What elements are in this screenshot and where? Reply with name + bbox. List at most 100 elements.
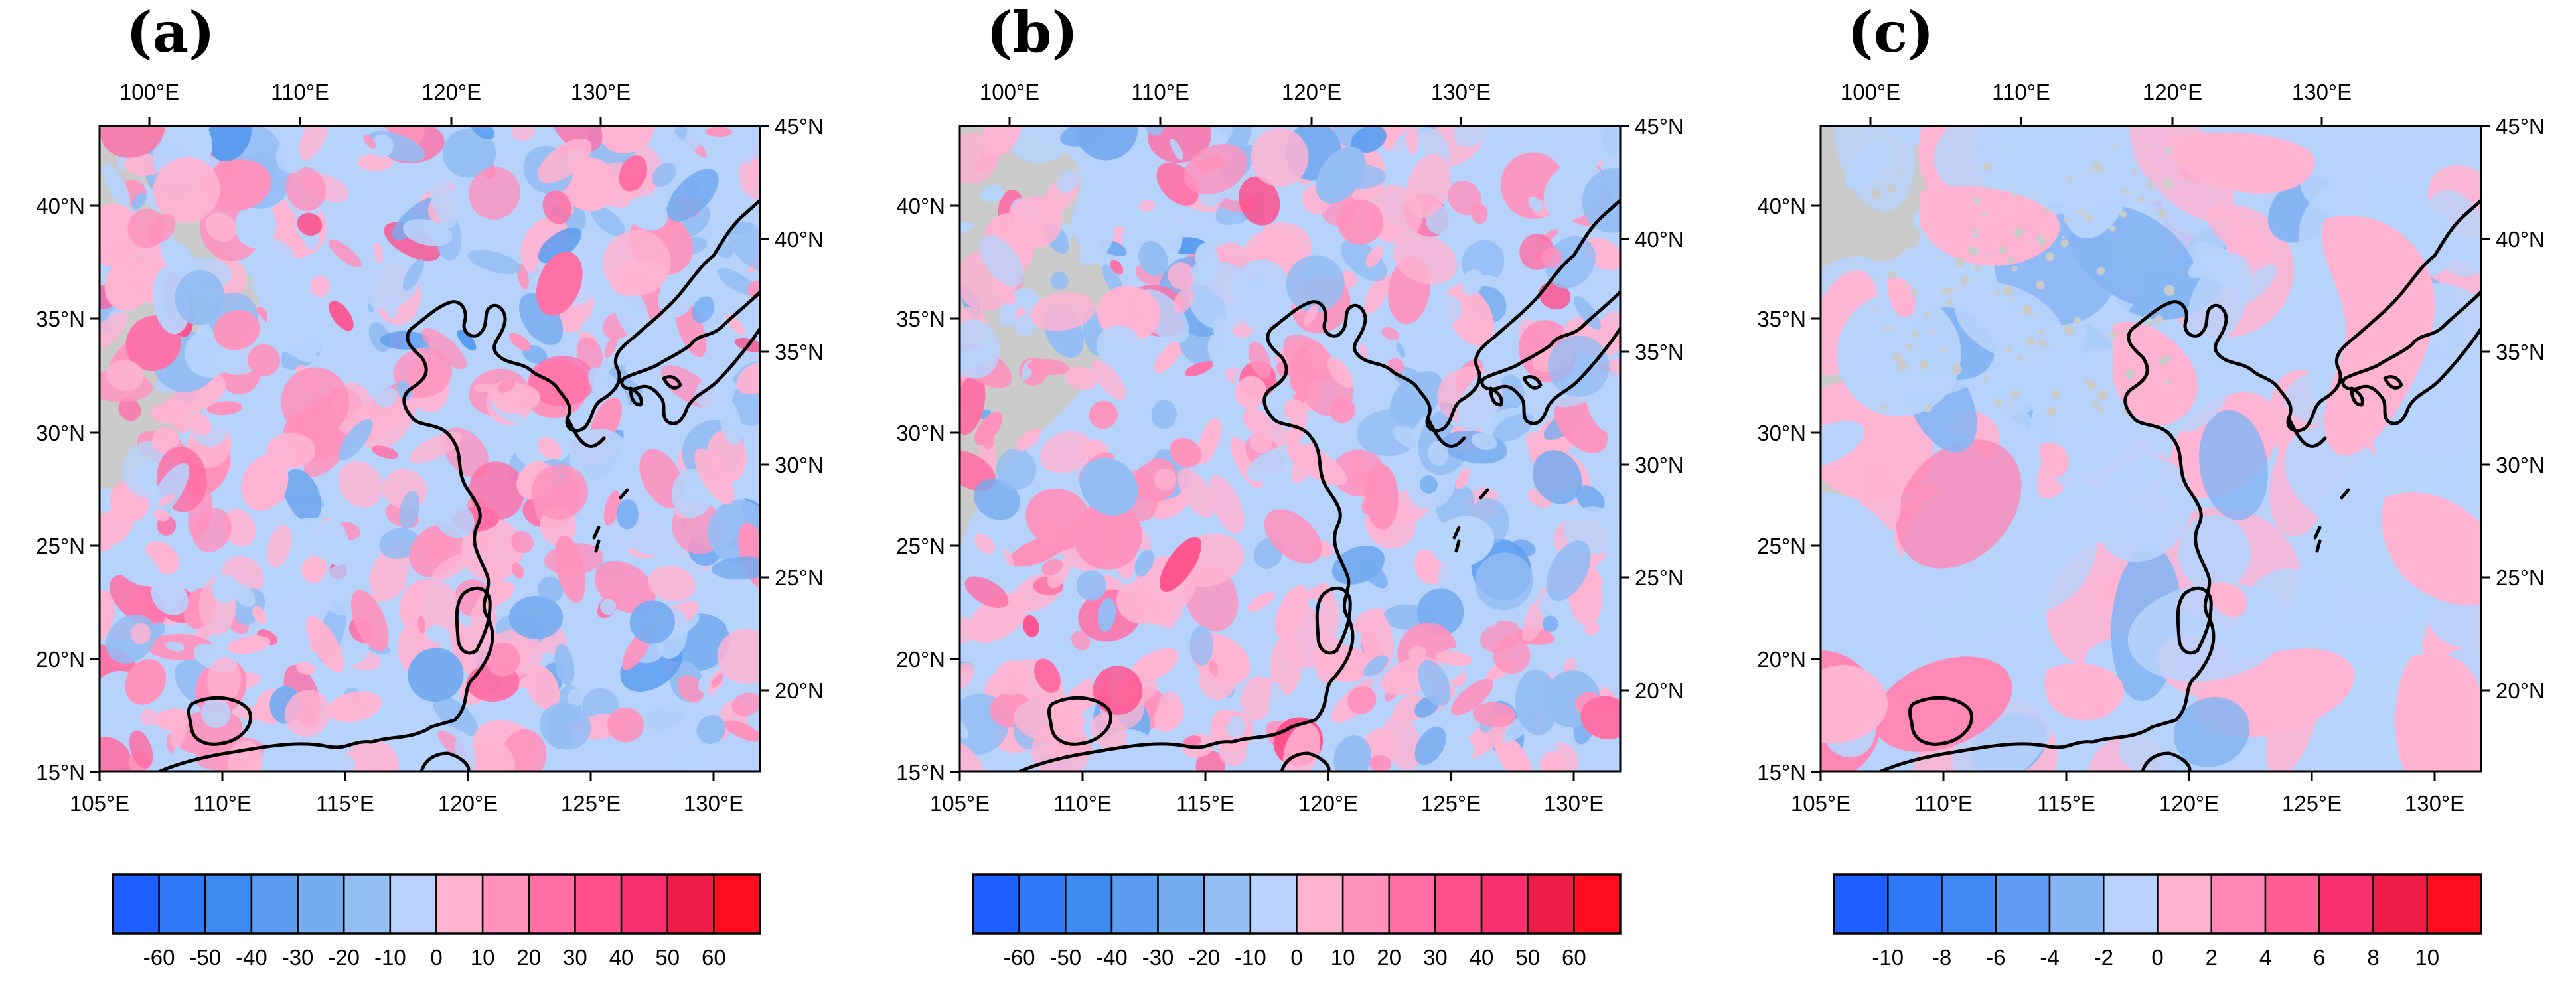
negative-anomaly-cell <box>1608 518 1620 548</box>
negative-anomaly-cell <box>1509 267 1530 288</box>
right-latitude-label: 20°N <box>1635 678 1684 703</box>
no-data-speck <box>2005 346 2012 354</box>
negative-anomaly-cell <box>1821 421 1865 469</box>
positive-anomaly-cell <box>1154 468 1176 491</box>
colorbar-label: 2 <box>2206 945 2218 970</box>
negative-anomaly-cell <box>2181 387 2228 433</box>
positive-anomaly-region <box>2395 652 2481 771</box>
negative-anomaly-cell <box>402 258 425 291</box>
panel-label: (a) <box>126 0 215 65</box>
colorbar-label: 60 <box>1562 945 1586 970</box>
negative-anomaly-cell <box>611 637 630 655</box>
colorbar-swatch <box>1995 873 2051 935</box>
positive-anomaly-cell <box>1211 709 1231 729</box>
left-latitude-label: 15°N <box>896 760 945 785</box>
positive-anomaly-cell <box>400 581 426 623</box>
left-latitude-label: 20°N <box>36 647 85 672</box>
no-data-speck <box>2158 210 2167 218</box>
left-latitude-label: 35°N <box>1757 307 1806 331</box>
positive-anomaly-cell <box>711 674 724 688</box>
no-data-speck <box>2011 193 2017 199</box>
positive-anomaly-cell <box>982 126 1022 157</box>
negative-anomaly-cell <box>1225 475 1237 490</box>
coastline-segment <box>1876 198 2481 771</box>
no-data-speck <box>1973 227 1978 232</box>
positive-anomaly-cell <box>1361 608 1395 670</box>
positive-anomaly-cell <box>1493 733 1533 771</box>
colorbar-swatch <box>342 873 392 935</box>
no-data-speck <box>1920 219 1924 223</box>
positive-anomaly-cell <box>1209 659 1218 677</box>
positive-anomaly-cell <box>1154 340 1182 374</box>
coastline-segment <box>2350 386 2364 407</box>
axis-ticks: 100°E 110°E 120°E 130°E 105°E 110°E 115°E 120°E… <box>1757 80 2544 816</box>
coastline-segment <box>187 696 253 746</box>
positive-anomaly-cell <box>285 167 327 211</box>
colorbar-label: 0 <box>2151 945 2163 970</box>
negative-anomaly-cell <box>151 578 189 616</box>
negative-anomaly-cell <box>435 501 475 538</box>
right-latitude-label: 40°N <box>2496 227 2545 252</box>
left-latitude-label: 20°N <box>896 647 945 672</box>
positive-anomaly-region <box>1887 277 1916 317</box>
negative-anomaly-cell <box>2299 158 2376 217</box>
colorbar-label: 10 <box>471 945 495 970</box>
positive-anomaly-cell <box>350 589 389 652</box>
positive-anomaly-cell <box>1177 467 1215 518</box>
axis-ticks: 100°E 110°E 120°E 130°E 105°E 110°E 115°E 120°E… <box>36 80 823 816</box>
no-data-speck <box>1995 398 2003 406</box>
right-latitude-label: 30°N <box>2496 453 2545 477</box>
positive-anomaly-cell <box>497 380 516 393</box>
colorbar-swatch <box>1018 873 1067 935</box>
coastline-segment <box>594 539 601 553</box>
positive-anomaly-cell <box>106 360 144 391</box>
positive-anomaly-cell <box>1270 635 1302 696</box>
positive-anomaly-cell <box>1183 144 1248 194</box>
axis-ticks: 100°E 110°E 120°E 130°E 105°E 110°E 115°E 120°E… <box>896 80 1683 816</box>
positive-anomaly-cell <box>477 581 515 609</box>
negative-anomaly-cell <box>720 398 742 446</box>
positive-anomaly-cell <box>724 720 760 742</box>
positive-anomaly-cell <box>373 241 384 264</box>
map-field <box>100 126 760 771</box>
no-data-speck <box>1886 185 1896 194</box>
no-data-speck <box>2164 146 2173 155</box>
negative-anomaly-cell <box>554 644 575 686</box>
positive-anomaly-cell <box>152 427 179 454</box>
no-data-speck <box>2036 281 2045 290</box>
no-data-speck <box>2158 357 2163 362</box>
no-data-speck <box>1983 162 1991 171</box>
negative-anomaly-cell <box>1276 385 1296 396</box>
positive-anomaly-cell <box>421 328 467 370</box>
negative-anomaly-cell <box>1537 500 1560 533</box>
colorbar-swatch <box>1065 873 1113 935</box>
positive-anomaly-cell <box>1480 621 1521 652</box>
colorbar-label: -30 <box>1142 945 1174 970</box>
no-data-speck <box>2164 379 2171 386</box>
positive-anomaly-cell <box>147 214 176 244</box>
colorbar-label: -10 <box>374 945 406 970</box>
colorbar-swatch <box>2318 873 2374 935</box>
positive-anomaly-cell <box>305 616 344 672</box>
colorbar-label: 4 <box>2259 945 2271 970</box>
colorbar-label: 8 <box>2367 945 2379 970</box>
colorbar-label: 10 <box>2415 945 2439 970</box>
positive-anomaly-cell <box>1363 273 1391 314</box>
negative-anomaly-cell <box>1418 660 1451 706</box>
negative-anomaly-cell <box>100 684 130 717</box>
coastline <box>1016 198 1620 771</box>
colorbar-label: -10 <box>1235 945 1266 970</box>
positive-anomaly-cell <box>1041 558 1063 575</box>
no-data-speck <box>1895 171 1900 175</box>
negative-anomaly-cell <box>1363 655 1389 676</box>
positive-anomaly-cell <box>648 566 696 602</box>
positive-anomaly-cell <box>338 461 384 508</box>
positive-anomaly-cell <box>536 251 583 316</box>
negative-anomaly-cell <box>189 126 212 157</box>
negative-anomaly-cell <box>380 331 431 350</box>
colorbar-label: 30 <box>1423 945 1448 970</box>
positive-anomaly-cell <box>1406 154 1450 218</box>
bottom-longitude-label: 125°E <box>1421 791 1481 816</box>
positive-anomaly-cell <box>1089 400 1118 429</box>
left-latitude-label: 25°N <box>1757 534 1806 558</box>
